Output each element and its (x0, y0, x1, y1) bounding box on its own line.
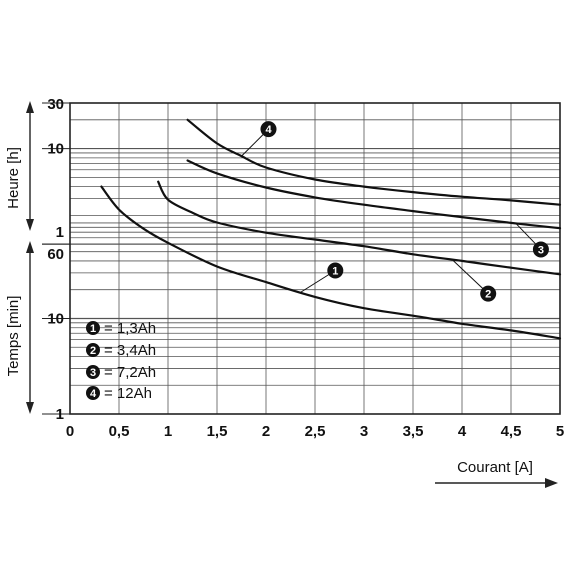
legend-marker-num-1: 1 (90, 323, 96, 335)
legend-marker-1 (86, 321, 100, 335)
legend-item-4: 4 = 12Ah (86, 385, 152, 402)
x-tick-label: 0 (66, 423, 74, 440)
marker-leader-2 (451, 259, 489, 294)
legend-label-4: = 12Ah (104, 385, 152, 402)
y-axis-arrows (26, 101, 34, 414)
curve-marker-num-1: 1 (332, 265, 338, 277)
legend-marker-3 (86, 365, 100, 379)
curve-series-2 (157, 180, 562, 276)
x-tick-label: 4 (458, 423, 467, 440)
legend-item-3: 3 = 7,2Ah (86, 364, 156, 381)
y-tick-label: 1 (56, 224, 64, 241)
legend-marker-num-4: 4 (90, 388, 97, 400)
y-tick-label: 10 (47, 310, 64, 327)
legend-marker-num-2: 2 (90, 345, 96, 357)
legend-marker-num-3: 3 (90, 367, 96, 379)
curve-series-3 (186, 159, 562, 230)
curve-marker-4 (260, 121, 277, 138)
y-axis-ticks: 30 10 1 60 10 1 (42, 96, 70, 423)
legend: 1 = 1,3Ah 2 = 3,4Ah 3 = 7,2Ah 4 = 12Ah (86, 320, 156, 402)
x-tick-label: 2,5 (305, 423, 326, 440)
legend-item-2: 2 = 3,4Ah (86, 342, 156, 359)
x-tick-label: 0,5 (109, 423, 130, 440)
y-tick-label: 10 (47, 141, 64, 158)
plot-frame (69, 102, 561, 415)
y-tick-label: 30 (47, 96, 64, 113)
curves (100, 118, 562, 340)
grid (70, 102, 560, 414)
x-tick-label: 2 (262, 423, 270, 440)
x-tick-label: 3 (360, 423, 368, 440)
curve-marker-num-4: 4 (265, 124, 272, 136)
curve-series-4 (186, 118, 562, 206)
x-tick-label: 3,5 (403, 423, 424, 440)
curve-series-1 (100, 185, 562, 340)
x-axis-label: Courant [A] (457, 459, 533, 476)
y-tick-label: 60 (47, 246, 64, 263)
curve-markers: 1 2 3 4 (241, 121, 549, 302)
x-tick-label: 4,5 (501, 423, 522, 440)
legend-label-2: = 3,4Ah (104, 342, 156, 359)
y-axis-label-hours: Heure [h] (5, 147, 22, 209)
legend-item-1: 1 = 1,3Ah (86, 320, 156, 337)
curve-marker-2 (480, 285, 497, 302)
curve-marker-num-3: 3 (538, 244, 544, 256)
x-axis-ticks: 0 0,5 1 1,5 2 2,5 3 3,5 4 4,5 5 (66, 423, 564, 440)
y-axis-label-minutes: Temps [min] (5, 296, 22, 377)
x-tick-label: 1,5 (207, 423, 228, 440)
x-tick-label: 1 (164, 423, 172, 440)
legend-label-3: = 7,2Ah (104, 364, 156, 381)
legend-marker-2 (86, 343, 100, 357)
curve-marker-1 (327, 262, 344, 279)
y-tick-label: 1 (56, 406, 64, 423)
curve-marker-num-2: 2 (485, 289, 491, 301)
x-tick-label: 5 (556, 423, 564, 440)
legend-label-1: = 1,3Ah (104, 320, 156, 337)
x-axis-arrow (435, 478, 558, 488)
curve-marker-3 (532, 241, 549, 258)
legend-marker-4 (86, 386, 100, 400)
